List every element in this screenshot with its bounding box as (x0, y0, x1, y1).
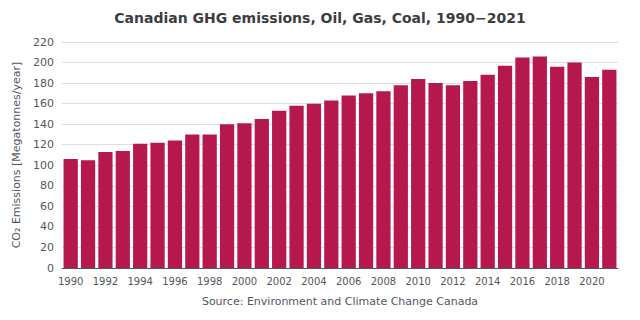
svg-text:140: 140 (33, 118, 54, 131)
svg-text:1996: 1996 (162, 276, 187, 287)
svg-text:1990: 1990 (58, 276, 83, 287)
svg-text:200: 200 (33, 56, 54, 69)
svg-text:2004: 2004 (301, 276, 326, 287)
svg-text:2014: 2014 (475, 276, 500, 287)
svg-text:80: 80 (40, 179, 54, 192)
svg-text:220: 220 (33, 36, 54, 49)
svg-text:2018: 2018 (544, 276, 569, 287)
svg-text:2020: 2020 (579, 276, 604, 287)
svg-text:60: 60 (40, 200, 54, 213)
svg-text:2000: 2000 (232, 276, 257, 287)
svg-text:1992: 1992 (93, 276, 118, 287)
svg-text:2002: 2002 (266, 276, 291, 287)
svg-text:1994: 1994 (127, 276, 152, 287)
svg-text:2012: 2012 (440, 276, 465, 287)
svg-text:40: 40 (40, 220, 54, 233)
svg-text:180: 180 (33, 77, 54, 90)
svg-text:0: 0 (47, 262, 54, 275)
svg-text:CO₂ Emissions [Megatonnes/year: CO₂ Emissions [Megatonnes/year] (10, 62, 23, 249)
svg-text:2010: 2010 (405, 276, 430, 287)
svg-text:120: 120 (33, 138, 54, 151)
svg-text:Canadian GHG emissions, Oil, G: Canadian GHG emissions, Oil, Gas, Coal, … (114, 10, 525, 26)
svg-text:20: 20 (40, 241, 54, 254)
svg-text:1998: 1998 (197, 276, 222, 287)
svg-text:160: 160 (33, 97, 54, 110)
svg-text:Source: Environment and Climat: Source: Environment and Climate Change C… (202, 295, 478, 308)
svg-text:2016: 2016 (510, 276, 535, 287)
svg-text:100: 100 (33, 159, 54, 172)
svg-text:2008: 2008 (371, 276, 396, 287)
svg-text:2006: 2006 (336, 276, 361, 287)
